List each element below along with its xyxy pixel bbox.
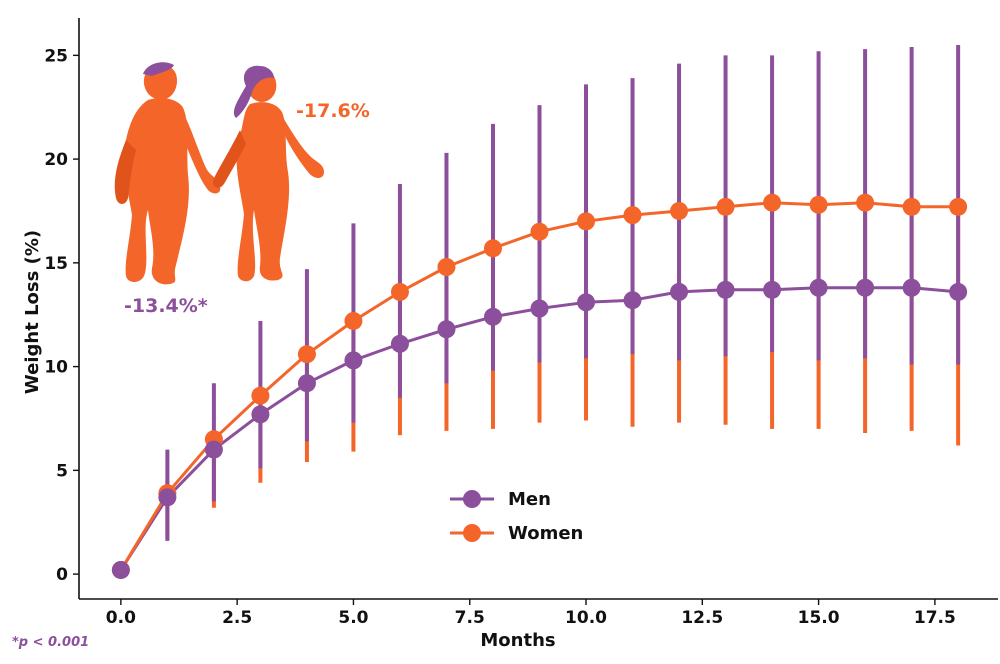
men-data-point [297, 374, 316, 393]
x-tick-label: 10.0 [565, 608, 607, 628]
y-tick-label: 20 [44, 150, 68, 170]
woman-figure [212, 65, 324, 282]
women-data-point [530, 222, 549, 241]
men-data-point [437, 320, 456, 339]
women-data-point [577, 212, 596, 231]
y-tick-label: 5 [56, 461, 68, 481]
men-data-point [344, 351, 363, 370]
x-tick-label: 2.5 [222, 608, 252, 628]
men-data-point [158, 488, 177, 507]
women-data-point [902, 197, 921, 216]
women-data-point [670, 201, 689, 220]
men-data-point [949, 282, 968, 301]
legend-men-marker [463, 490, 481, 508]
women-data-point [390, 282, 409, 301]
x-tick-label: 0.0 [106, 608, 136, 628]
women-weight-loss-annotation: -17.6% [296, 100, 370, 122]
legend-women-marker [463, 524, 481, 542]
women-data-point [344, 311, 363, 330]
women-data-point [437, 258, 456, 276]
women-data-point [763, 193, 782, 212]
x-axis-title: Months [480, 630, 555, 651]
y-axis-title: Weight Loss (%) [22, 230, 43, 394]
axis-ticks: 0 5 10 15 20 25 0.0 2.5 5.0 7.5 10.0 12.5 15.0 17.5 [44, 46, 956, 628]
axes [78, 18, 998, 600]
y-tick-label: 0 [56, 565, 68, 585]
legend-men-label: Men [508, 489, 551, 510]
women-data-point [483, 239, 502, 258]
legend-women-label: Women [508, 523, 583, 544]
significance-footnote: *p < 0.001 [12, 635, 89, 650]
men-data-point [670, 282, 689, 301]
men-data-point [809, 278, 828, 297]
men-women-illustration [114, 62, 324, 285]
men-data-point [390, 334, 409, 353]
women-data-point [716, 197, 735, 216]
legend: Men Women [450, 489, 583, 544]
men-data-point [483, 307, 502, 326]
women-data-point [809, 195, 828, 214]
women-data-point [856, 193, 875, 212]
men-data-point [763, 280, 782, 299]
y-tick-label: 10 [44, 358, 68, 378]
x-tick-label: 7.5 [455, 608, 485, 628]
man-figure [114, 62, 221, 285]
x-tick-label: 5.0 [338, 608, 368, 628]
y-tick-label: 15 [44, 254, 68, 274]
women-data-point [251, 386, 270, 405]
men-data-point [251, 405, 270, 424]
error-bars [165, 44, 961, 541]
men-weight-loss-annotation: -13.4%* [124, 295, 208, 317]
x-tick-label: 15.0 [798, 608, 840, 628]
x-tick-label: 12.5 [681, 608, 723, 628]
men-data-point [111, 560, 130, 579]
series-points [111, 193, 968, 579]
women-data-point [949, 197, 968, 216]
women-data-point [623, 206, 642, 225]
x-tick-label: 17.5 [914, 608, 956, 628]
y-tick-label: 25 [44, 46, 68, 66]
men-data-point [716, 280, 735, 299]
men-data-point [577, 293, 596, 312]
men-data-point [902, 278, 921, 297]
men-data-point [530, 299, 549, 318]
men-data-point [623, 291, 642, 310]
men-data-point [204, 440, 223, 459]
men-data-point [856, 278, 875, 297]
women-data-point [297, 345, 316, 364]
